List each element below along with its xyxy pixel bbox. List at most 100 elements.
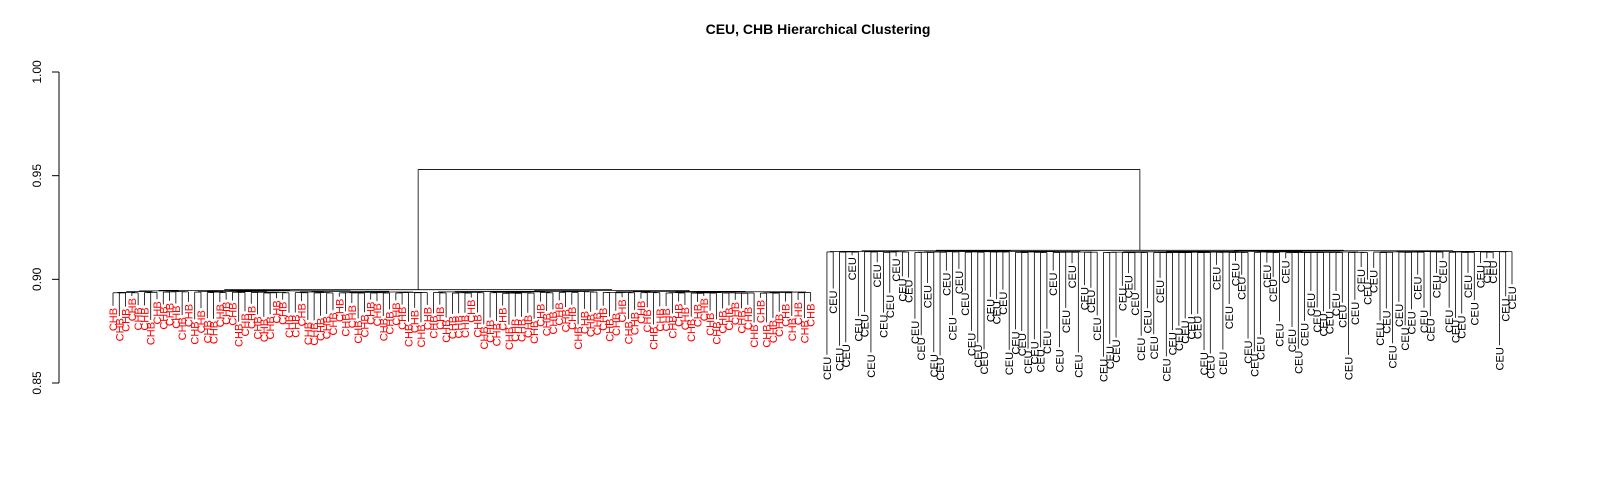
leaf-label: CHB (498, 308, 510, 331)
leaf-label: CEU (1444, 310, 1456, 333)
leaf-label: CHB (699, 298, 711, 321)
leaf-label: CEU (916, 337, 928, 360)
leaf-label: CEU (1476, 265, 1488, 288)
leaf-label: CHB (221, 302, 233, 325)
leaf-label: CEU (1337, 305, 1349, 328)
leaf-label: CHB (114, 318, 126, 341)
leaf-label: CHB (605, 318, 617, 341)
y-axis: 0.85 0.90 0.95 1.00 (30, 60, 60, 395)
leaf-label: CHB (410, 310, 422, 333)
leaf-label: CEU (1124, 275, 1136, 298)
leaf-label: CHB (284, 315, 296, 338)
leaf-label: CHB (523, 315, 535, 338)
leaf-label: CEU (979, 351, 991, 374)
leaf-label: CEU (1318, 313, 1330, 336)
leaf-label: CHB (768, 320, 780, 343)
leaf-label: CEU (904, 280, 916, 303)
leaf-label: CEU (1507, 286, 1519, 309)
leaf-label: CHB (133, 307, 145, 330)
leaf-label: CHB (473, 314, 485, 337)
leaf-label: CEU (1224, 306, 1236, 329)
leaf-label: CHB (290, 315, 302, 338)
leaf-label: CEU (1105, 346, 1117, 369)
leaf-label: CHB (359, 314, 371, 337)
leaf-label: CHB (799, 320, 811, 343)
leaf-label: CEU (1230, 263, 1242, 286)
leaf-label: CHB (165, 303, 177, 326)
leaf-label: CEU (1212, 267, 1224, 290)
leaf-label: CEU (960, 293, 972, 316)
leaf-label: CEU (1193, 316, 1205, 339)
leaf-label: CHB (265, 316, 277, 339)
leaf-label: CHB (158, 306, 170, 329)
leaf-label: CHB (535, 304, 547, 327)
leaf-label: CHB (781, 304, 793, 327)
leaf-label: CEU (998, 292, 1010, 315)
leaf-label: CHB (454, 315, 466, 338)
leaf-label: CHB (806, 304, 818, 327)
leaf-label: CEU (1457, 315, 1469, 338)
leaf-label: CEU (1061, 310, 1073, 333)
leaf-label: CEU (1488, 260, 1500, 283)
leaf-label: CEU (985, 299, 997, 322)
leaf-label: CEU (1098, 359, 1110, 382)
leaf-label: CHB (504, 327, 516, 350)
leaf-label: CEU (1155, 280, 1167, 303)
leaf-label: CHB (485, 320, 497, 343)
leaf-label: CHB (259, 319, 271, 342)
leaf-label: CEU (1186, 316, 1198, 339)
leaf-label: CEU (1450, 320, 1462, 343)
leaf-label: CHB (661, 308, 673, 331)
leaf-label: CEU (1274, 323, 1286, 346)
leaf-label: CHB (183, 304, 195, 327)
leaf-label: CHB (403, 324, 415, 347)
leaf-label: CEU (1237, 277, 1249, 300)
leaf-label: CHB (561, 309, 573, 332)
leaf-label: CEU (872, 264, 884, 287)
leaf-label: CEU (1394, 304, 1406, 327)
leaf-label: CHB (190, 321, 202, 344)
leaf-label: CEU (1136, 338, 1148, 361)
leaf-label: CHB (573, 326, 585, 349)
leaf-label: CEU (973, 344, 985, 367)
leaf-label: CEU (891, 258, 903, 281)
leaf-label: CHB (598, 308, 610, 331)
leaf-label: CHB (171, 305, 183, 328)
leaf-label: CEU (1036, 349, 1048, 372)
y-tick-label: 0.85 (30, 371, 44, 395)
leaf-label: CEU (1400, 327, 1412, 350)
leaf-label: CHB (240, 313, 252, 336)
leaf-label: CEU (828, 290, 840, 313)
leaf-label: CEU (1161, 358, 1173, 381)
leaf-label: CEU (922, 285, 934, 308)
leaf-label: CHB (309, 322, 321, 345)
leaf-label: CHB (328, 312, 340, 335)
leaf-label: CEU (1262, 265, 1274, 288)
leaf-label: CHB (586, 314, 598, 337)
leaf-label: CHB (693, 304, 705, 327)
leaf-label: CHB (202, 320, 214, 343)
leaf-label: CHB (196, 310, 208, 333)
leaf-label: CHB (617, 299, 629, 322)
leaf-label: CEU (1438, 260, 1450, 283)
leaf-label: CEU (1048, 273, 1060, 296)
leaf-label: CEU (1117, 288, 1129, 311)
leaf-label: CEU (1469, 302, 1481, 325)
leaf-label: CHB (435, 307, 447, 330)
leaf-label: CEU (1312, 309, 1324, 332)
leaf-label: CEU (1375, 323, 1387, 346)
leaf-label: CHB (567, 307, 579, 330)
leaf-label: CEU (1042, 331, 1054, 354)
leaf-label: CHB (579, 311, 591, 334)
leaf-label: CHB (441, 320, 453, 343)
leaf-label: CHB (353, 320, 365, 343)
leaf-label: CHB (491, 323, 503, 346)
leaf-label: CHB (630, 312, 642, 335)
leaf-label: CEU (1306, 293, 1318, 316)
leaf-label: CHB (718, 310, 730, 333)
leaf-label: CHB (108, 308, 120, 331)
leaf-label: CEU (1174, 328, 1186, 351)
leaf-label: CEU (948, 317, 960, 340)
leaf-label: CHB (529, 321, 541, 344)
